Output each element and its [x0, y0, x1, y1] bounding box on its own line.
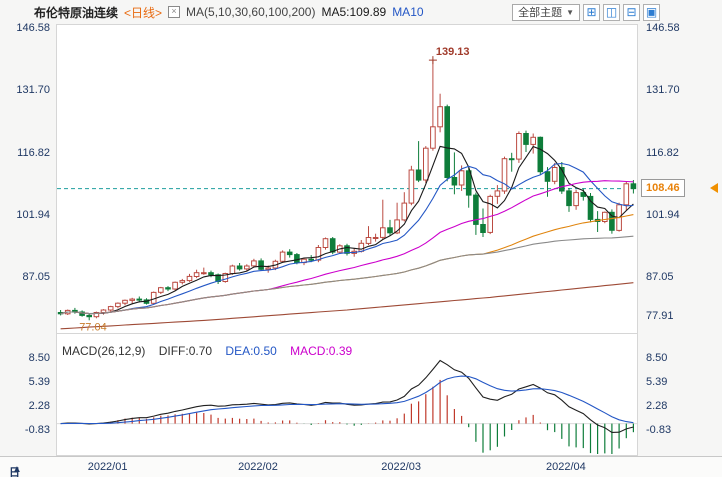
- axis-label-right: -0.83: [646, 424, 672, 436]
- ma10-value: MA10: [392, 5, 424, 19]
- axis-label-right: 101.94: [646, 208, 680, 221]
- axis-label-left: 87.05: [22, 271, 50, 284]
- x-axis-label: 2022/01: [87, 461, 128, 473]
- theme-dropdown[interactable]: 全部主题 ▼: [512, 3, 580, 21]
- x-axis-label: 2022/02: [238, 461, 278, 473]
- ma5-value: MA5:109.89: [321, 5, 387, 19]
- x-axis-label: 2022/03: [381, 461, 422, 473]
- axis-label-right: 5.39: [646, 376, 668, 388]
- x-axis-label: 2022/04: [545, 461, 586, 473]
- macd-legend: MACD(26,12,9) DIFF:0.70 DEA:0.50 MACD:0.…: [62, 344, 362, 358]
- period-tab-label: 日线: [9, 467, 20, 477]
- toolbar: 布伦特原油连续 <日线> × MA(5,10,30,60,100,200) MA…: [0, 0, 722, 24]
- price-chart[interactable]: 139.13 77.04: [57, 25, 637, 333]
- axis-label-left: 131.70: [16, 84, 50, 97]
- theme-dropdown-label: 全部主题: [518, 7, 563, 19]
- axis-label-right: 77.91: [646, 309, 674, 322]
- axis-label-right: 87.05: [646, 271, 674, 284]
- axis-label-right: 146.58: [646, 21, 680, 34]
- axis-label-left: 8.50: [28, 352, 50, 364]
- macd-value: MACD:0.39: [290, 344, 353, 358]
- right-price-axis: 108.46 146.58 131.70 116.82 101.94 87.05 77.9…: [638, 0, 722, 456]
- svg-text:139.13: 139.13: [436, 46, 470, 58]
- last-price-tag: 108.46: [641, 178, 685, 197]
- arrow-up-icon: ▲: [12, 464, 22, 475]
- axis-label-right: 116.82: [646, 146, 679, 159]
- toolbar-controls: 全部主题 ▼ ⊞ ◫ ⊟ ▣: [512, 3, 660, 21]
- macd-chart[interactable]: [57, 334, 637, 454]
- chevron-down-icon: ▼: [566, 7, 574, 17]
- layout-split-vertical-icon[interactable]: ◫: [603, 3, 620, 21]
- axis-label-left: 2.28: [28, 400, 50, 412]
- axis-label-left: 116.82: [17, 146, 50, 159]
- axis-label-left: 146.58: [16, 21, 50, 34]
- macd-pane: [56, 334, 638, 456]
- axis-label-right: 131.70: [646, 84, 680, 97]
- ma-settings-icon[interactable]: ×: [168, 6, 181, 18]
- svg-text:77.04: 77.04: [79, 321, 107, 333]
- period-tag: <日线>: [124, 5, 163, 20]
- axis-label-left: 101.94: [16, 208, 50, 221]
- price-pane: 139.13 77.04: [56, 24, 638, 334]
- dea-value: DEA:0.50: [225, 344, 277, 358]
- last-price-arrow-icon: [710, 182, 718, 193]
- axis-label-right: 2.28: [646, 400, 668, 412]
- time-axis: 日线▲ 2022/01 2022/02 2022/03 2022/04: [0, 456, 722, 477]
- left-price-axis: 146.58 131.70 116.82 101.94 87.05 8.50 5.39 2.2…: [0, 0, 56, 456]
- macd-params-label: MACD(26,12,9): [62, 344, 146, 358]
- axis-label-right: 8.50: [646, 352, 668, 364]
- chart-legend: 布伦特原油连续 <日线> × MA(5,10,30,60,100,200) MA…: [34, 4, 424, 21]
- layout-grid-icon[interactable]: ⊞: [583, 3, 600, 21]
- ma-params-label: MA(5,10,30,60,100,200): [186, 5, 316, 19]
- layout-split-horizontal-icon[interactable]: ⊟: [623, 3, 640, 21]
- axis-label-left: -0.83: [24, 424, 50, 436]
- layout-maximize-icon[interactable]: ▣: [643, 3, 660, 21]
- symbol-title: 布伦特原油连续: [34, 5, 119, 20]
- axis-label-left: 5.39: [28, 376, 50, 388]
- diff-value: DIFF:0.70: [158, 344, 213, 358]
